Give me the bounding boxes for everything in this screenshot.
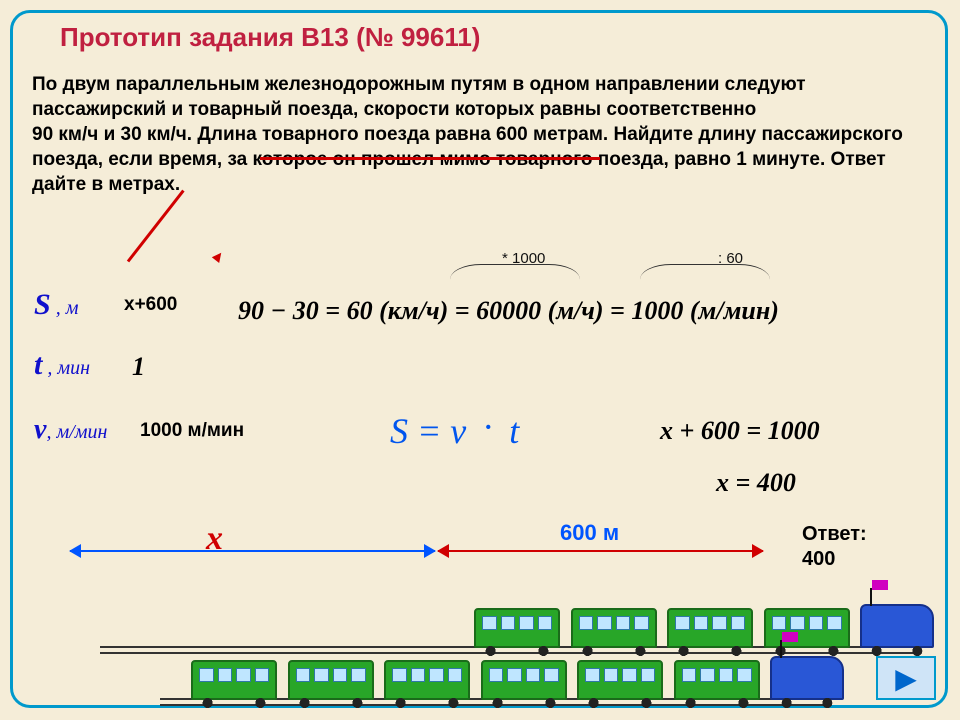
locomotive-icon — [770, 656, 844, 700]
freight-car — [667, 608, 753, 648]
passenger-car — [288, 660, 374, 700]
play-icon: ▶ — [895, 662, 917, 695]
passenger-car — [577, 660, 663, 700]
conversion-arc-1 — [450, 264, 580, 295]
passenger-car — [191, 660, 277, 700]
equation-1: x + 600 = 1000 — [660, 416, 820, 446]
var-t-value: 1 — [132, 352, 145, 382]
var-s-unit: , м — [51, 297, 79, 319]
answer-label: Ответ: — [802, 523, 867, 545]
emphasis-underline — [260, 157, 600, 160]
problem-text: По двум параллельным железнодорожным пут… — [32, 72, 934, 197]
problem-line1: По двум параллельным железнодорожным пут… — [32, 74, 806, 120]
speed-calculation: 90 − 30 = 60 (км/ч) = 60000 (м/ч) = 1000… — [238, 296, 779, 326]
var-v-value: 1000 м/мин — [140, 420, 244, 442]
passenger-car — [481, 660, 567, 700]
formula-eq: = — [417, 411, 441, 451]
passenger-train — [140, 654, 850, 710]
var-v-unit: , м/мин — [46, 421, 107, 443]
freight-train — [80, 602, 940, 658]
equation-2: x = 400 — [716, 468, 796, 498]
freight-car — [764, 608, 850, 648]
var-s-symbol: S — [34, 288, 51, 321]
conversion-arc-2 — [640, 264, 770, 295]
passenger-car — [384, 660, 470, 700]
passenger-car — [674, 660, 760, 700]
next-slide-button[interactable]: ▶ — [876, 656, 936, 700]
var-v: ν, м/мин — [34, 414, 107, 446]
m600-segment-arrow — [438, 550, 763, 552]
var-s: S , м — [34, 288, 78, 322]
locomotive-icon — [860, 604, 934, 648]
formula-v: v — [450, 411, 466, 451]
var-v-symbol: ν — [34, 414, 46, 445]
formula-s: S — [390, 411, 408, 451]
formula-svt: S = v · t — [390, 410, 519, 452]
var-s-value: х+600 — [124, 294, 177, 316]
var-t-unit: , мин — [42, 357, 90, 379]
slide-title: Прототип задания В13 (№ 99611) — [60, 22, 480, 53]
var-t: t , мин — [34, 348, 90, 382]
x-segment-arrow — [70, 550, 435, 552]
formula-dot: · — [475, 407, 500, 447]
x-segment-label: х — [206, 520, 223, 558]
freight-car — [474, 608, 560, 648]
answer-box: Ответ: 400 — [802, 522, 867, 572]
formula-t: t — [509, 411, 519, 451]
answer-value: 400 — [802, 548, 835, 570]
m600-label: 600 м — [560, 520, 619, 546]
freight-car — [571, 608, 657, 648]
